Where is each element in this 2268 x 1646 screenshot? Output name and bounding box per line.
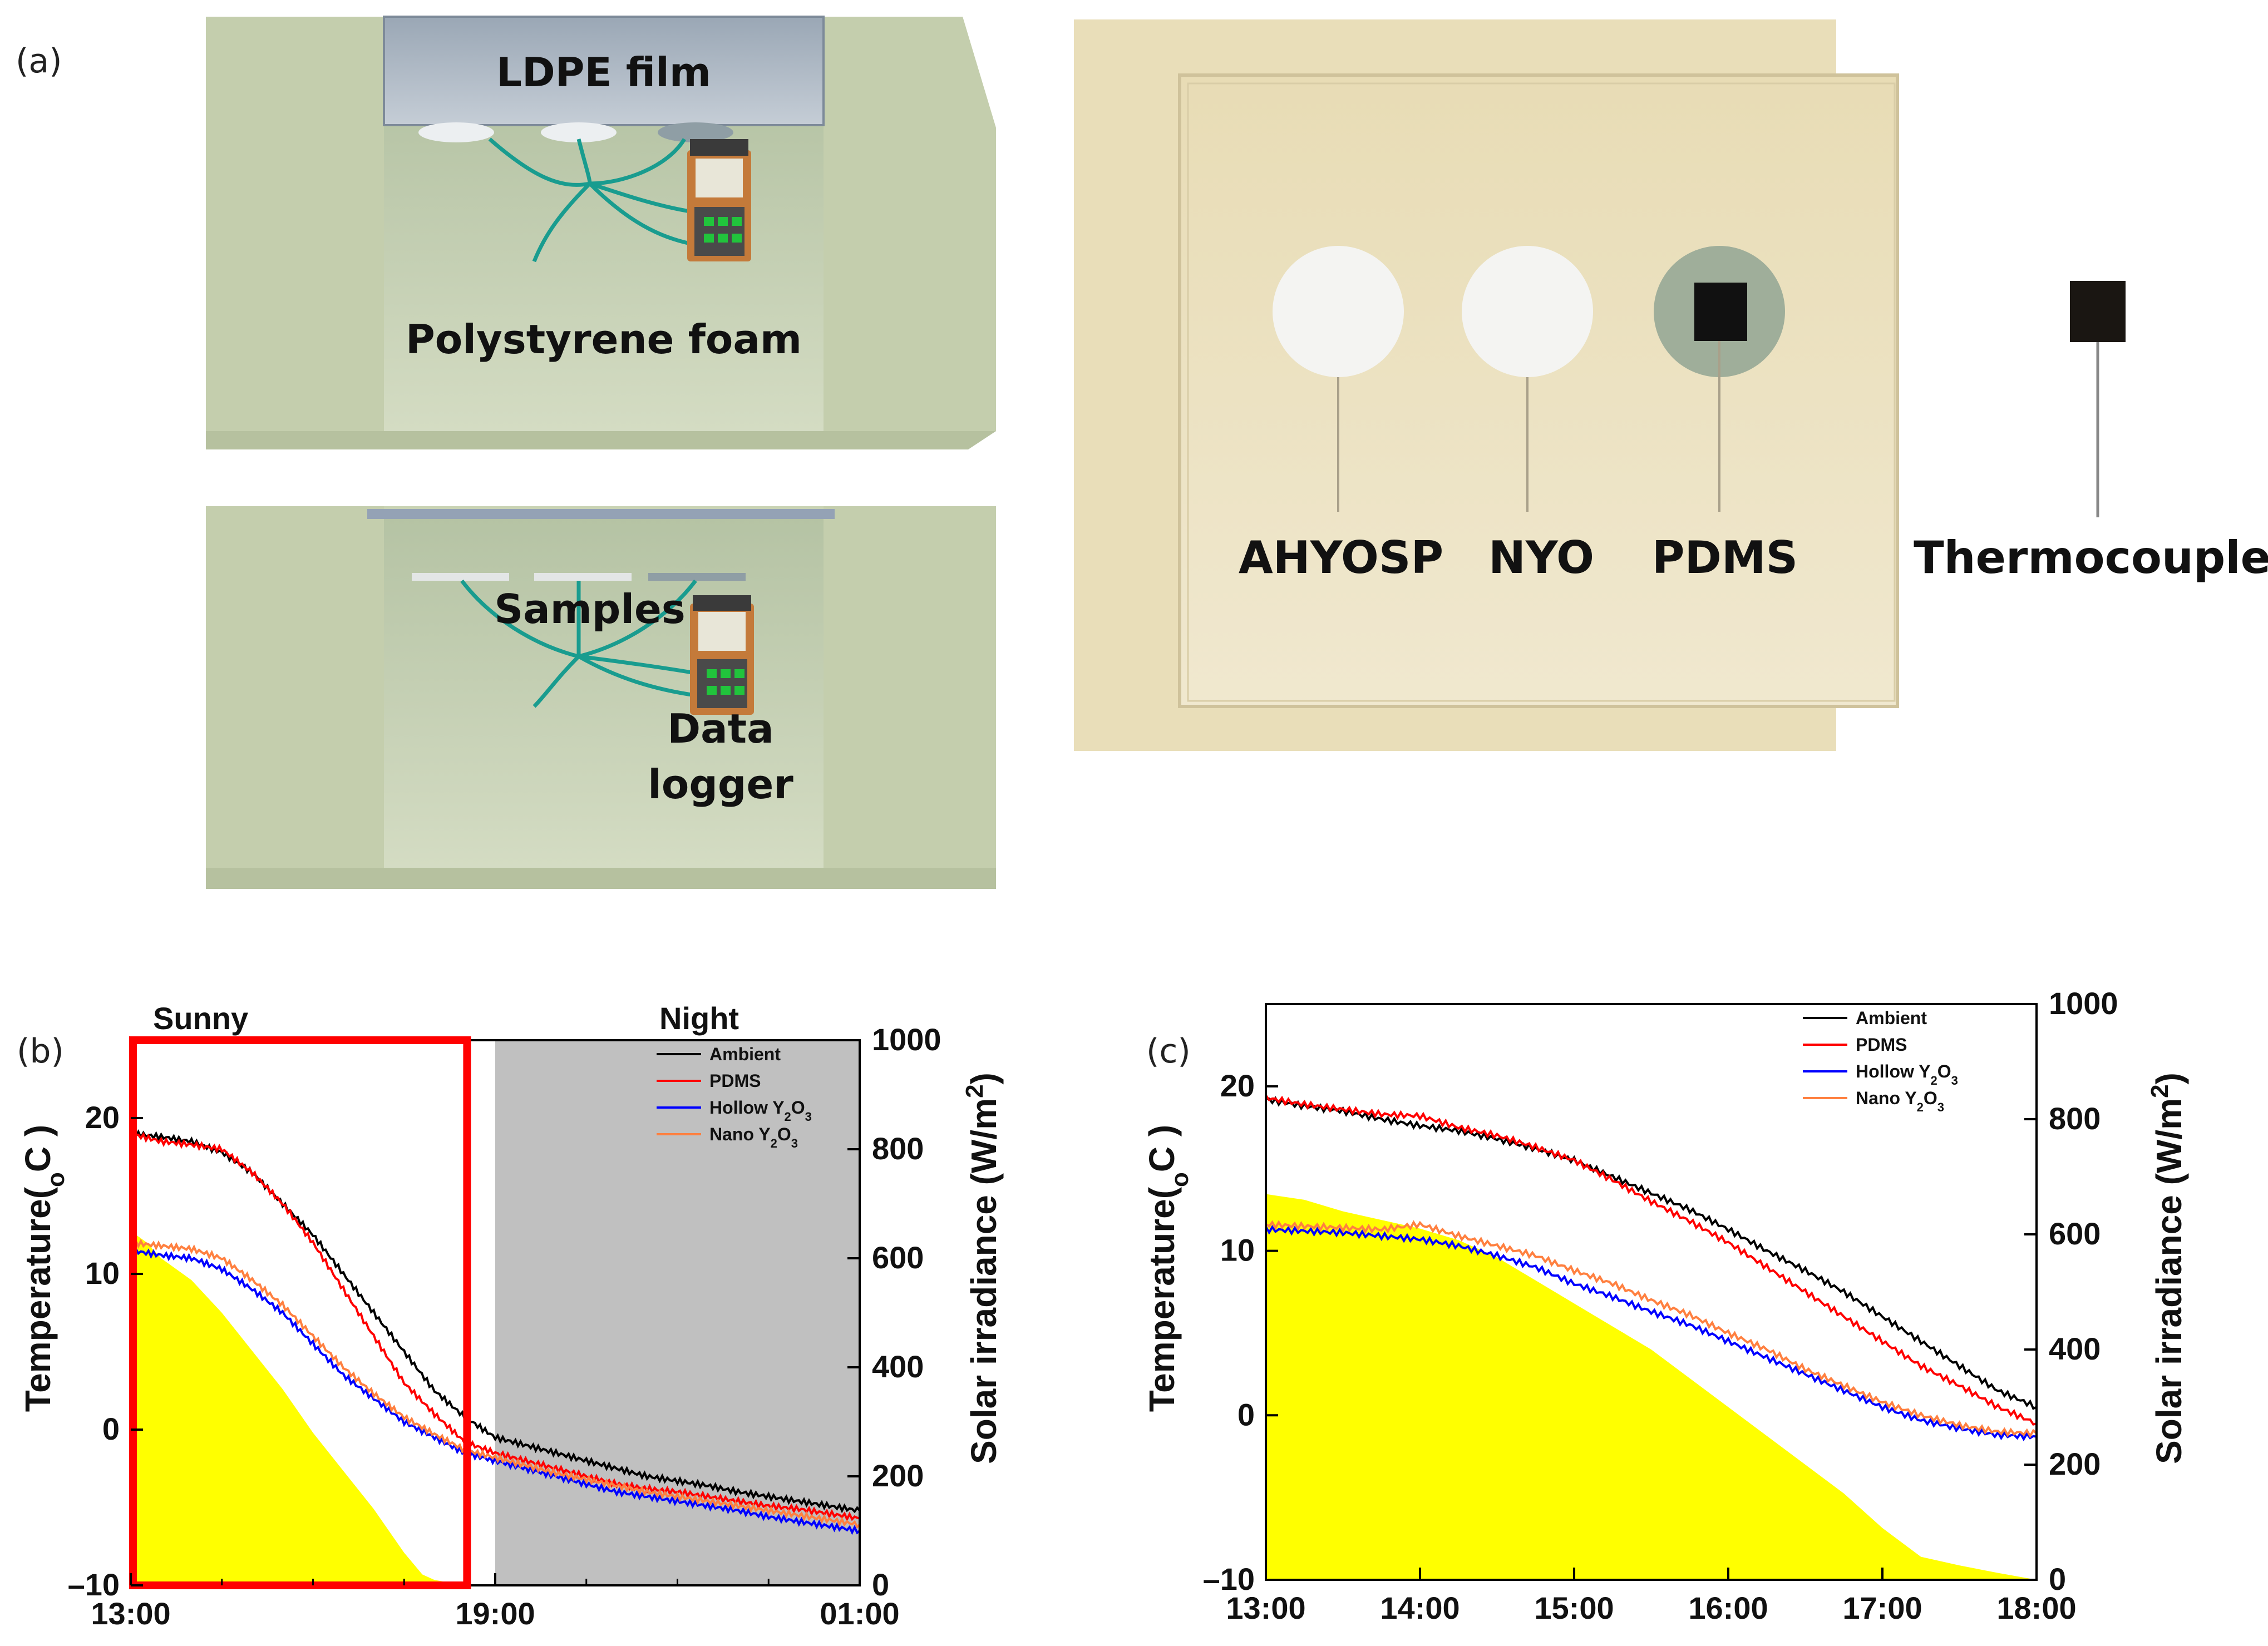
chart-c-y-right-tick-label: 400 [2049, 1331, 2101, 1366]
chart-b-x-tick-label: 01:00 [820, 1596, 899, 1631]
chart-c-series-ambient [1265, 1096, 2037, 1410]
chart-b-y-left-tick-label: 10 [85, 1255, 120, 1291]
thermocouple-icon [2070, 281, 2126, 342]
chart-c-y-right-tick-label: 1000 [2049, 986, 2118, 1021]
chart-c-y-right-tick-label: 600 [2049, 1216, 2101, 1251]
chart-b-y-left-tick-label: –10 [68, 1567, 120, 1602]
chart-c-y-right-tick-label: 200 [2049, 1446, 2101, 1481]
chart-c-y-right-title: Solar irradiance (W/m2) [2146, 1072, 2190, 1464]
chart-c-y-left-tick-label: 20 [1220, 1068, 1255, 1103]
chart-c-x-tick-label: 14:00 [1380, 1590, 1460, 1625]
ldpe-film-label: LDPE film [496, 49, 711, 96]
chart-c-y-left-tick-label: –10 [1203, 1561, 1255, 1596]
chart-c-y-right-tick-label: 0 [2049, 1561, 2066, 1596]
chart-c-x-tick-label: 13:00 [1226, 1590, 1305, 1625]
chart-b-y-left-tick-label: 20 [85, 1100, 120, 1135]
chart-b-legend-entry: PDMS [709, 1071, 761, 1091]
chart-b-series-pdms [130, 1130, 860, 1522]
chart-c-legend-entry: Ambient [1856, 1008, 1927, 1028]
chart-b-y-right-tick-label: 0 [872, 1567, 889, 1602]
ahyosp-sample [1273, 246, 1404, 377]
chart-c-y-left-tick-label: 0 [1237, 1397, 1255, 1432]
chart-b-y-left-title: Temperature(oC ) [18, 1125, 70, 1412]
panel-b: (b) Sunny Night –10010200200400600800100… [17, 1001, 1004, 1631]
pdms-thermocouple-tip [1694, 283, 1747, 341]
chart-c-solar-irradiance-area [1266, 1194, 2037, 1580]
chart-c-x-tick-label: 15:00 [1534, 1590, 1614, 1625]
nyo-label: NYO [1488, 532, 1594, 584]
ldpe-film [383, 16, 825, 126]
chart-b-y-right-tick-label: 1000 [872, 1022, 941, 1057]
sample-board: AHYOSP NYO PDMS [1074, 19, 1899, 751]
data-logger-label-line2: logger [648, 761, 793, 808]
chart-b-y-right-tick-label: 600 [872, 1240, 924, 1275]
chart-c-legend-entry: Hollow Y2O3 [1856, 1061, 1958, 1088]
chart-c-y-left-tick-label: 10 [1220, 1233, 1255, 1268]
chart-c-y-right-tick-label: 800 [2049, 1101, 2101, 1136]
chart-b-x-tick-label: 13:00 [91, 1596, 170, 1631]
data-logger-label-line1: Data [667, 705, 773, 752]
ahyosp-label: AHYOSP [1239, 532, 1443, 584]
chart-b-y-right-title: Solar irradiance (W/m2) [961, 1072, 1004, 1464]
box-lower-illustration: Samples Data logger [206, 506, 996, 889]
chart-b-series-nano-y2o3 [130, 1238, 861, 1529]
thermocouple-label: Thermocouple [1914, 532, 2268, 584]
chart-c-legend-entry: Nano Y2O3 [1856, 1088, 1944, 1114]
samples-label: Samples [494, 586, 685, 632]
pdms-label: PDMS [1652, 532, 1798, 584]
chart-c-series-hollow-y2o3 [1265, 1225, 2037, 1441]
sunny-label: Sunny [153, 1001, 248, 1036]
data-logger-lower [690, 595, 754, 715]
chart-c-x-tick-label: 18:00 [1996, 1590, 2076, 1625]
chart-b-sunny-region-box [129, 1036, 471, 1589]
chart-c-x-tick-label: 16:00 [1688, 1590, 1768, 1625]
panel-a-letter: (a) [16, 42, 62, 81]
chart-b-x-tick-label: 19:00 [455, 1596, 535, 1631]
chart-b-y-right-tick-label: 400 [872, 1349, 924, 1384]
chart-b-y-right-tick-label: 200 [872, 1458, 924, 1493]
nyo-sample [1462, 246, 1593, 377]
chart-b-legend-entry: Hollow Y2O3 [709, 1098, 812, 1124]
panel-b-letter: (b) [17, 1032, 64, 1071]
chart-c-series-nano-y2o3 [1265, 1220, 2038, 1439]
chart-b-y-left-tick-label: 0 [102, 1411, 120, 1446]
chart-c-plot-frame [1265, 1003, 2038, 1581]
chart-b-y-right-tick-label: 800 [872, 1131, 924, 1166]
panel-a: (a) LDPE film Polystyrene foam [16, 16, 2268, 889]
panel-c-letter: (c) [1146, 1032, 1191, 1071]
box-upper-illustration: LDPE film Polystyrene foam [206, 16, 996, 449]
night-label: Night [659, 1001, 739, 1036]
thermocouple-legend: Thermocouple [1914, 281, 2268, 584]
chart-b-legend-entry: Ambient [709, 1044, 781, 1064]
data-logger-upper [687, 139, 751, 261]
chart-c-x-tick-label: 17:00 [1842, 1590, 1922, 1625]
chart-b-legend-entry: Nano Y2O3 [709, 1124, 798, 1150]
chart-c-legend-entry: PDMS [1856, 1035, 1907, 1055]
chart-c-series-pdms [1265, 1094, 2037, 1426]
chart-b-solar-irradiance-area [131, 1231, 860, 1585]
polystyrene-foam-label: Polystyrene foam [406, 316, 802, 363]
chart-c-y-left-title: Temperature(oC ) [1142, 1125, 1194, 1412]
